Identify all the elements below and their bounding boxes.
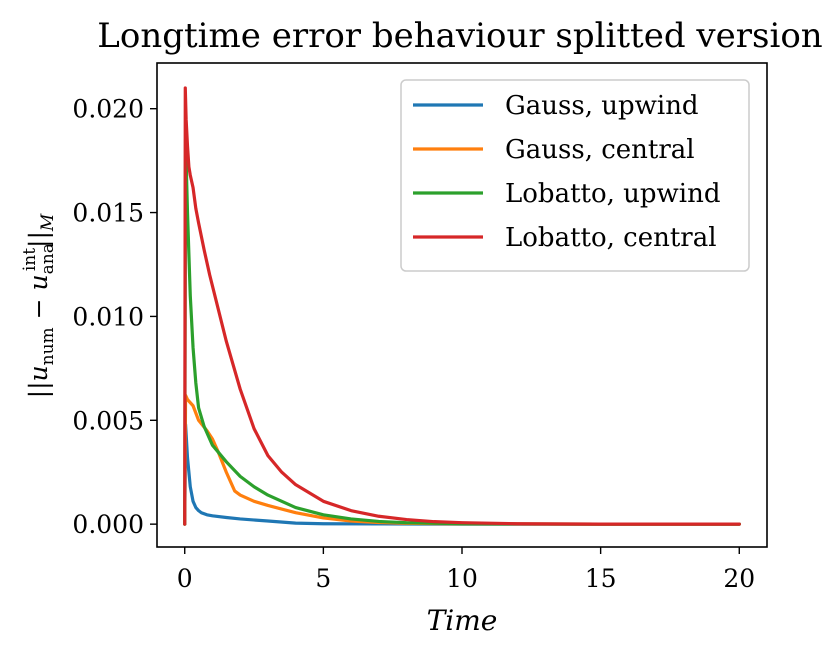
x-tick-label: 5 xyxy=(315,564,331,593)
legend-label: Lobatto, central xyxy=(505,223,717,253)
y-tick-label: 0.020 xyxy=(72,95,144,124)
x-tick-label: 20 xyxy=(723,564,755,593)
x-tick-label: 0 xyxy=(177,564,193,593)
y-tick-label: 0.000 xyxy=(72,510,144,539)
legend-label: Gauss, upwind xyxy=(505,91,699,121)
y-axis-ticks: 0.000 0.005 0.010 0.015 0.020 xyxy=(72,95,157,539)
y-axis-label-text: ||unum − uanaint||M xyxy=(20,213,58,398)
x-axis-label: Time xyxy=(427,604,498,637)
x-tick-label: 10 xyxy=(446,564,478,593)
legend-items: Gauss, upwind Gauss, central Lobatto, upwi… xyxy=(413,91,721,253)
x-axis-ticks: 0 5 10 15 20 xyxy=(177,547,755,593)
legend-label: Gauss, central xyxy=(505,135,695,165)
x-tick-label: 15 xyxy=(585,564,617,593)
y-tick-label: 0.005 xyxy=(72,406,144,435)
y-axis-label: ||unum − uanaint||M xyxy=(20,213,58,398)
y-tick-label: 0.015 xyxy=(72,199,144,228)
legend-label: Lobatto, upwind xyxy=(505,179,721,209)
chart-title: Longtime error behaviour splitted versio… xyxy=(97,16,822,56)
series-layer xyxy=(183,86,741,526)
series-line-4 xyxy=(183,86,741,526)
legend-frame xyxy=(400,79,750,272)
y-tick-label: 0.010 xyxy=(72,302,144,331)
legend: Gauss, upwind Gauss, central Lobatto, upwi… xyxy=(400,79,750,272)
